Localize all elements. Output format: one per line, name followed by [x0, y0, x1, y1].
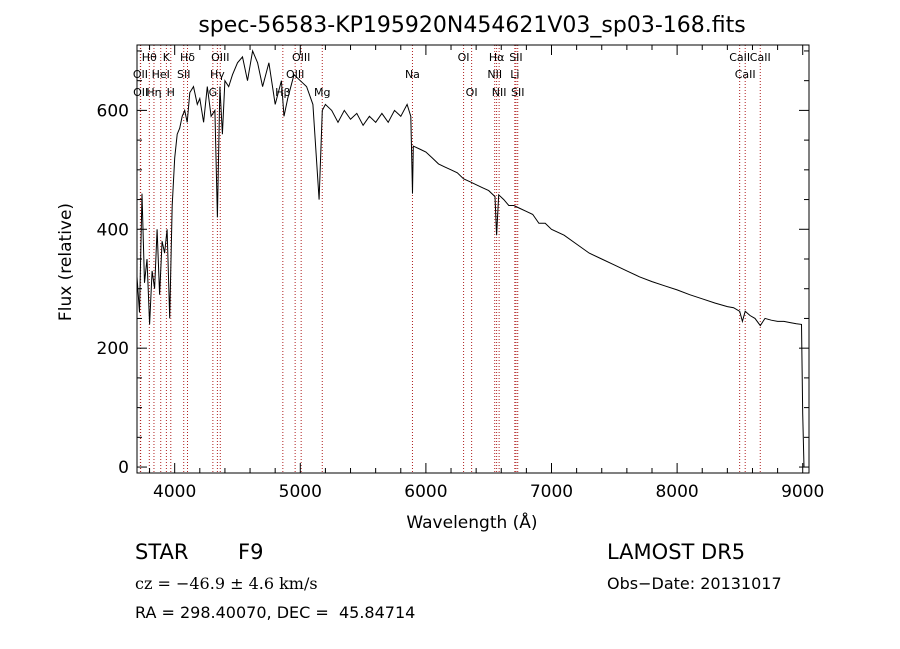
- line-label: Hδ: [180, 51, 195, 64]
- y-tick-label: 0: [118, 458, 129, 478]
- x-tick-label: 7000: [530, 482, 573, 502]
- line-label: Na: [405, 68, 420, 81]
- line-label: OIII: [292, 51, 310, 64]
- chart-title: spec-56583-KP195920N454621V03_sp03-168.f…: [198, 13, 745, 38]
- line-label: OI: [458, 51, 470, 64]
- spectrum-line: [136, 49, 805, 468]
- line-label: OII: [133, 68, 148, 81]
- line-label: OIII: [286, 68, 304, 81]
- y-tick-label: 400: [97, 220, 129, 240]
- line-label: G: [209, 86, 218, 99]
- x-tick-label: 6000: [404, 482, 447, 502]
- y-tick-label: 200: [97, 339, 129, 359]
- line-label: Hγ: [210, 68, 225, 81]
- line-label: Li: [510, 68, 519, 81]
- x-tick-label: 8000: [655, 482, 698, 502]
- line-label: SII: [177, 68, 190, 81]
- line-label: OI: [466, 86, 478, 99]
- x-tick-label: 9000: [781, 482, 824, 502]
- spectral-line-markers: [139, 45, 761, 473]
- observation-date: Obs−Date: 20131017: [607, 574, 782, 593]
- line-label: HeI: [152, 68, 170, 81]
- line-label: SII: [511, 86, 524, 99]
- coordinates: RA = 298.40070, DEC = 45.84714: [135, 603, 416, 622]
- x-tick-label: 5000: [279, 482, 322, 502]
- line-label: OIII: [211, 51, 229, 64]
- line-label: CaII: [750, 51, 771, 64]
- line-label: Hα: [489, 51, 505, 64]
- y-axis: 0 200 400 600: [97, 50, 809, 478]
- line-label: Hθ: [142, 51, 157, 64]
- object-class: STAR: [135, 540, 189, 564]
- line-label: CaII: [729, 51, 750, 64]
- line-label: Mg: [314, 86, 330, 99]
- subclass: F9: [238, 540, 264, 564]
- line-label: NII: [487, 68, 502, 81]
- line-label: H: [167, 86, 175, 99]
- x-axis-label: Wavelength (Å): [406, 511, 537, 533]
- line-label: K: [163, 51, 171, 64]
- spectral-line-labels: Hθ K Hδ OIII OIII OI Hα SII CaII OII HeI SII Hγ OIII N…: [133, 51, 771, 99]
- plot-frame: [136, 44, 810, 474]
- line-label: CaII: [735, 68, 756, 81]
- x-axis: 4000 5000 6000 7000 8000 9000: [149, 45, 824, 502]
- x-tick-label: 4000: [153, 482, 196, 502]
- survey-name: LAMOST DR5: [607, 540, 746, 564]
- line-label: Hη: [146, 86, 161, 99]
- redshift-velocity: cz = −46.9 ± 4.6 km/s: [135, 574, 318, 593]
- y-axis-label: Flux (relative): [56, 203, 76, 321]
- y-tick-label: 600: [97, 101, 129, 121]
- line-label: NII: [492, 86, 507, 99]
- line-label: SII: [509, 51, 522, 64]
